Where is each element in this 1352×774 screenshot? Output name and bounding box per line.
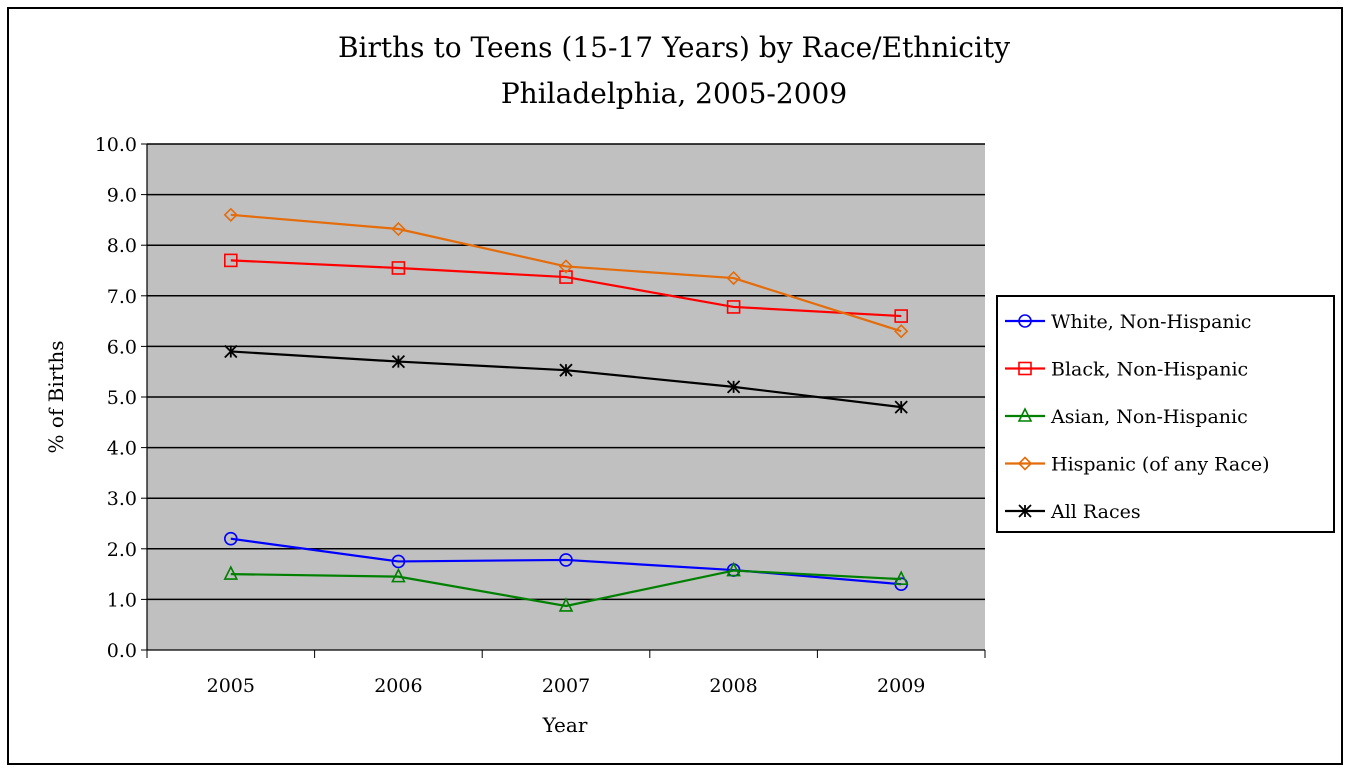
legend-item: Hispanic (of any Race) — [1005, 454, 1270, 476]
data-point — [391, 354, 406, 369]
data-point — [558, 259, 574, 274]
legend-label: Asian, Non-Hispanic — [1050, 406, 1248, 428]
x-tick-label: 2007 — [542, 675, 590, 697]
data-point — [559, 363, 573, 377]
x-tick-label: 2005 — [207, 675, 255, 697]
data-point — [391, 567, 406, 583]
x-tick-label: 2008 — [709, 675, 757, 697]
y-tick-label: 6.0 — [107, 336, 137, 358]
data-point — [224, 344, 238, 359]
y-tick-label: 2.0 — [107, 539, 137, 561]
y-tick-label: 8.0 — [107, 235, 137, 257]
data-point — [559, 553, 573, 567]
chart-subtitle: Philadelphia, 2005-2009 — [501, 77, 847, 110]
data-point — [223, 565, 239, 580]
series-line — [230, 213, 902, 333]
y-tick-label: 7.0 — [107, 286, 137, 308]
y-axis-label: % of Births — [44, 341, 68, 454]
legend-label: All Races — [1050, 501, 1141, 523]
data-point — [391, 554, 406, 569]
legend-label: Black, Non-Hispanic — [1051, 359, 1248, 381]
data-point — [726, 300, 741, 314]
data-point — [559, 270, 573, 284]
series-line — [230, 569, 902, 608]
y-tick-label: 5.0 — [107, 387, 137, 409]
legend-item: All Races — [1005, 501, 1141, 523]
legend-marker — [1018, 361, 1032, 376]
x-tick-label: 2009 — [877, 675, 925, 697]
y-tick-label: 3.0 — [107, 488, 137, 510]
data-point — [894, 309, 909, 323]
x-tick-label: 2006 — [374, 675, 422, 697]
legend-item: Asian, Non-Hispanic — [1005, 406, 1248, 428]
data-point — [224, 531, 238, 546]
legend-marker — [1017, 456, 1033, 471]
legend-box — [996, 295, 1335, 533]
legend-label: White, Non-Hispanic — [1051, 311, 1251, 333]
legend-item: Black, Non-Hispanic — [1005, 359, 1248, 381]
data-point — [726, 270, 741, 286]
legend-marker — [1018, 504, 1032, 518]
legend-label: Hispanic (of any Race) — [1051, 454, 1270, 476]
data-point — [224, 253, 238, 268]
data-point — [726, 561, 741, 577]
legend-marker — [1018, 314, 1032, 328]
legend-marker — [1017, 407, 1033, 422]
data-point — [894, 400, 908, 414]
series-line — [230, 537, 902, 586]
data-point — [558, 597, 574, 612]
y-tick-label: 10.0 — [95, 134, 137, 156]
data-point — [894, 324, 909, 339]
y-tick-label: 4.0 — [107, 438, 137, 460]
chart-title: Births to Teens (15-17 Years) by Race/Et… — [338, 31, 1010, 64]
data-point — [893, 570, 909, 585]
x-axis-label: Year — [542, 713, 588, 737]
data-point — [391, 261, 406, 275]
data-point — [223, 207, 238, 222]
series-line — [230, 259, 902, 318]
data-point — [726, 380, 741, 394]
y-tick-label: 0.0 — [107, 640, 137, 662]
legend-item: White, Non-Hispanic — [1005, 311, 1251, 333]
data-point — [391, 221, 406, 237]
y-tick-label: 9.0 — [107, 185, 137, 207]
y-tick-label: 1.0 — [107, 589, 137, 611]
